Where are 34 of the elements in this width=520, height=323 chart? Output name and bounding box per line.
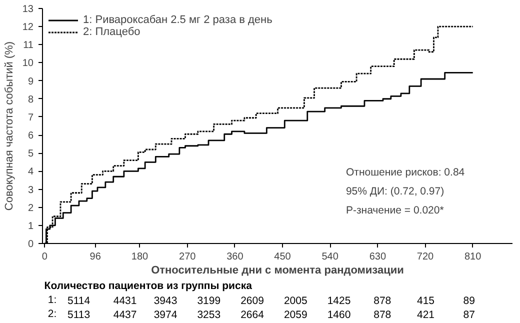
legend-label: 1: Ривароксабан 2.5 мг 2 раза в день xyxy=(83,14,272,26)
x-tick-label: 720 xyxy=(416,252,434,262)
y-tick-label: 4 xyxy=(28,166,34,178)
x-tick-label: 540 xyxy=(322,252,339,262)
x-tick-label: 270 xyxy=(179,252,196,262)
annotation: P-значение = 0.020* xyxy=(346,204,444,216)
y-tick-label: 5 xyxy=(28,148,34,160)
x-tick-label: 96 xyxy=(90,252,102,262)
annotation: 95% ДИ: (0.72, 0.97) xyxy=(346,185,444,198)
y-tick-label: 7 xyxy=(28,112,34,124)
y-tick-label: 8 xyxy=(28,94,34,106)
legend-label: 2: Плацебо xyxy=(83,26,140,38)
x-tick-label: 810 xyxy=(464,252,482,262)
y-tick-label: 9 xyxy=(28,76,34,88)
annotation: Отношение рисков: 0.84 xyxy=(346,166,465,178)
text: Количество пациентов из группы риска xyxy=(44,280,252,292)
x-tick-label: 360 xyxy=(226,252,244,262)
text: 2: 5113 4437 3974 3253 2664 2059 1460 878 421 87 xyxy=(48,308,475,321)
x-tick-label: 180 xyxy=(131,252,149,262)
y-axis-title: Совокупная частота событий (%) xyxy=(3,41,16,211)
x-tick-label: 0 xyxy=(42,252,48,262)
y-tick-label: 2 xyxy=(28,202,34,214)
text: 1: 5114 4431 3943 3199 2609 2005 1425 878 415 89 xyxy=(48,294,475,307)
x-axis-title: Относительные дни с момента рандомизации xyxy=(151,264,404,276)
y-tick-label: 0 xyxy=(28,239,34,250)
y-tick-label: 11 xyxy=(23,40,34,52)
x-tick-label: 450 xyxy=(274,252,292,262)
x-tick-label: 630 xyxy=(369,252,386,262)
y-tick-label: 10 xyxy=(22,58,34,70)
y-tick-label: 13 xyxy=(22,4,34,15)
y-tick-label: 1 xyxy=(28,220,34,232)
y-tick-label: 6 xyxy=(28,130,34,142)
y-tick-label: 3 xyxy=(28,184,34,196)
y-tick-label: 12 xyxy=(22,22,34,34)
